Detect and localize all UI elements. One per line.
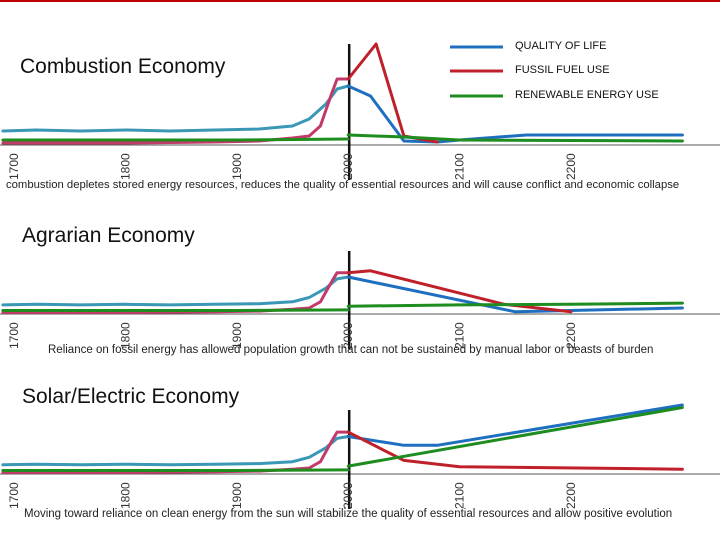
panel-title-combustion: Combustion Economy (20, 55, 226, 78)
solar-electric-economy-series-quality-of-life (346, 403, 684, 447)
combustion-economy-series-renewable-energy-use (346, 133, 684, 143)
agrarian-economy-series-quality-of-life (346, 275, 684, 314)
legend-label-fossil: FUSSIL FUEL USE (515, 64, 610, 76)
solar-electric-economy-series-renewable-energy-use (346, 406, 684, 468)
panel-caption-agrarian: Reliance on fossil energy has allowed po… (48, 344, 654, 356)
combustion-economy-series-renewable-energy-use-historic (1, 137, 350, 142)
legend-label-quality: QUALITY OF LIFE (515, 40, 607, 52)
solar-electric-economy-tick-2000: 2000 (341, 482, 355, 509)
agrarian-economy-tick-2000: 2000 (341, 322, 355, 349)
agrarian-economy-series-fussil-fuel-use (346, 269, 573, 314)
solar-electric-economy-series-fussil-fuel-use-historic (1, 430, 350, 474)
agrarian-economy-series-quality-of-life-historic (1, 275, 350, 307)
solar-electric-economy-tick-2200: 2200 (564, 482, 578, 509)
combustion-economy-tick-2200: 2200 (564, 153, 578, 180)
solar-electric-economy-tick-1800: 1800 (118, 482, 132, 509)
solar-electric-economy-series-fussil-fuel-use (346, 430, 684, 471)
combustion-economy-series-fussil-fuel-use-historic (1, 77, 350, 145)
combustion-economy-tick-2000: 2000 (341, 153, 355, 180)
combustion-economy-tick-1700: 1700 (7, 153, 21, 180)
agrarian-economy-series-renewable-energy-use-historic (1, 308, 350, 312)
agrarian-economy-tick-2200: 2200 (564, 322, 578, 349)
agrarian-economy-series-renewable-energy-use (346, 301, 684, 308)
combustion-economy-series-quality-of-life-historic (1, 84, 350, 133)
combustion-economy-tick-1800: 1800 (118, 153, 132, 180)
panel-title-solar: Solar/Electric Economy (22, 385, 240, 408)
combustion-economy-tick-1900: 1900 (230, 153, 244, 180)
solar-electric-economy-series-renewable-energy-use-historic (1, 468, 350, 472)
agrarian-economy-tick-2100: 2100 (453, 322, 467, 349)
top-accent-line (0, 0, 720, 2)
agrarian-economy-series-fussil-fuel-use-historic (1, 271, 350, 314)
panel-title-agrarian: Agrarian Economy (22, 224, 195, 247)
combustion-economy-tick-2100: 2100 (453, 153, 467, 180)
solar-electric-economy-tick-1700: 1700 (7, 482, 21, 509)
legend-label-renewable: RENEWABLE ENERGY USE (515, 89, 659, 101)
agrarian-economy-tick-1700: 1700 (7, 322, 21, 349)
panel-caption-solar: Moving toward reliance on clean energy f… (24, 508, 673, 520)
agrarian-economy-tick-1800: 1800 (118, 322, 132, 349)
agrarian-economy-tick-1900: 1900 (230, 322, 244, 349)
solar-electric-economy-series-quality-of-life-historic (1, 435, 350, 467)
solar-electric-economy-tick-2100: 2100 (453, 482, 467, 509)
panel-caption-combustion: combustion depletes stored energy resour… (6, 179, 680, 191)
solar-electric-economy-tick-1900: 1900 (230, 482, 244, 509)
